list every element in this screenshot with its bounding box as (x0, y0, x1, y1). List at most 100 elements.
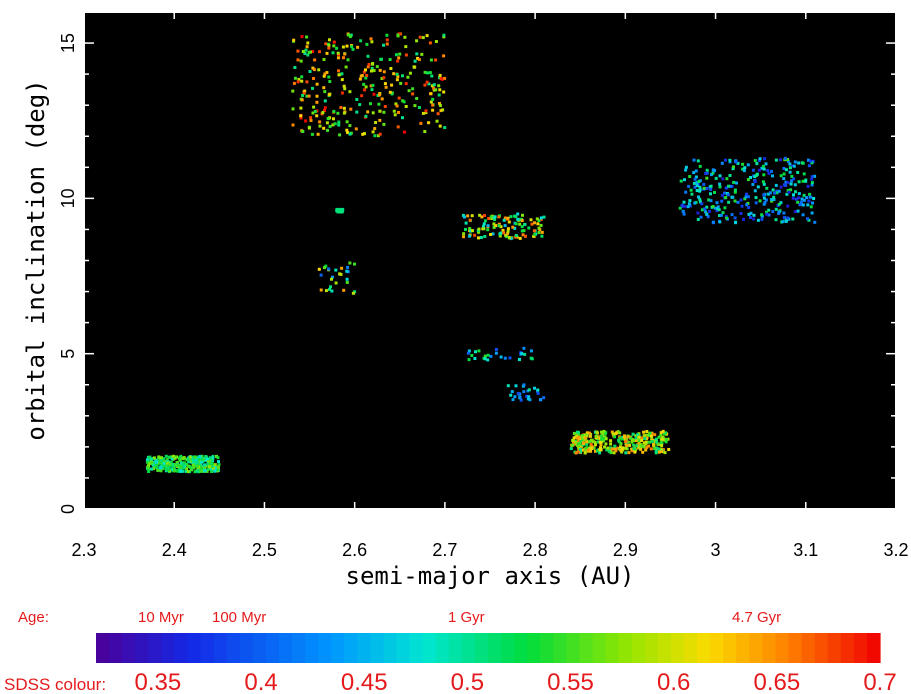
data-point (211, 456, 215, 460)
colorbar-segment (866, 633, 881, 663)
data-point (723, 191, 726, 195)
data-point (721, 177, 725, 181)
data-point (340, 72, 344, 76)
data-point (620, 435, 623, 439)
data-point (523, 352, 527, 356)
data-point (709, 192, 712, 196)
data-point (791, 196, 795, 200)
colorbar-segment (174, 633, 189, 663)
data-point (217, 463, 221, 467)
data-point (754, 174, 758, 177)
data-point (328, 125, 332, 128)
data-point (762, 167, 766, 171)
data-point (596, 440, 600, 444)
data-point (364, 85, 368, 89)
data-point (801, 179, 805, 183)
data-point (470, 214, 474, 218)
data-point (492, 226, 496, 229)
colorbar-segment (474, 633, 489, 663)
data-point (799, 200, 803, 204)
colorbar-segment (213, 633, 228, 663)
data-point (430, 74, 434, 78)
data-point (704, 210, 708, 214)
colorbar-segment (305, 633, 319, 663)
data-point (527, 226, 531, 230)
colorbar-segment (618, 633, 633, 663)
data-point (188, 455, 192, 459)
data-point (373, 134, 377, 138)
data-point (604, 442, 608, 446)
data-point (303, 51, 307, 55)
data-point (626, 440, 630, 444)
data-point (318, 124, 322, 128)
data-point (438, 124, 442, 128)
data-point (375, 65, 379, 69)
data-point (291, 89, 295, 93)
data-point (598, 451, 602, 455)
data-point (492, 216, 496, 220)
data-point (536, 222, 540, 226)
colorbar-segment (344, 633, 358, 663)
data-point (702, 186, 706, 190)
data-point (502, 231, 506, 235)
data-point (482, 224, 485, 228)
data-point (635, 444, 639, 448)
data-point (300, 79, 304, 83)
data-point (743, 166, 747, 170)
data-point (666, 437, 670, 441)
data-point (195, 464, 199, 468)
age-tick-100myr: 100 Myr (212, 609, 266, 626)
data-point (768, 191, 772, 195)
data-point (170, 457, 174, 461)
data-point (336, 111, 340, 115)
data-point (777, 202, 781, 206)
data-point (199, 469, 203, 473)
data-point (390, 83, 394, 87)
data-point (695, 189, 699, 192)
data-point (301, 94, 305, 97)
y-tick-label: 0 (58, 504, 78, 514)
data-point (786, 204, 790, 208)
data-point (761, 180, 765, 184)
data-point (616, 446, 620, 450)
data-point (602, 439, 606, 443)
data-point (632, 439, 635, 443)
x-tick-label: 2.7 (432, 540, 457, 560)
data-point (533, 386, 536, 390)
data-point (802, 172, 806, 176)
data-point (181, 469, 185, 473)
data-point (736, 200, 740, 204)
data-point (395, 78, 399, 82)
data-point (307, 50, 311, 54)
colorbar-segment (827, 633, 842, 663)
data-point (190, 455, 194, 459)
colorbar-segment (762, 633, 777, 663)
data-point (511, 225, 515, 229)
data-point (787, 190, 791, 194)
data-point (340, 91, 344, 95)
data-point (489, 215, 493, 219)
data-point (164, 454, 168, 458)
data-point (203, 466, 207, 470)
data-point (334, 268, 338, 272)
data-point (725, 177, 729, 181)
data-point (300, 35, 304, 39)
data-point (175, 469, 179, 473)
data-point (342, 111, 346, 115)
x-tick-label: 2.3 (71, 540, 96, 560)
data-point (299, 106, 303, 110)
data-point (335, 46, 339, 50)
data-point (378, 68, 382, 72)
data-point (520, 229, 524, 233)
data-point (585, 446, 589, 450)
data-point (146, 460, 150, 464)
data-point (190, 468, 193, 472)
data-point (462, 232, 466, 236)
data-point (322, 74, 326, 78)
data-point (412, 65, 416, 69)
data-point (762, 196, 766, 200)
data-point (182, 461, 186, 465)
data-point (418, 35, 422, 39)
data-point (301, 130, 305, 133)
colorbar-segment (422, 633, 437, 663)
